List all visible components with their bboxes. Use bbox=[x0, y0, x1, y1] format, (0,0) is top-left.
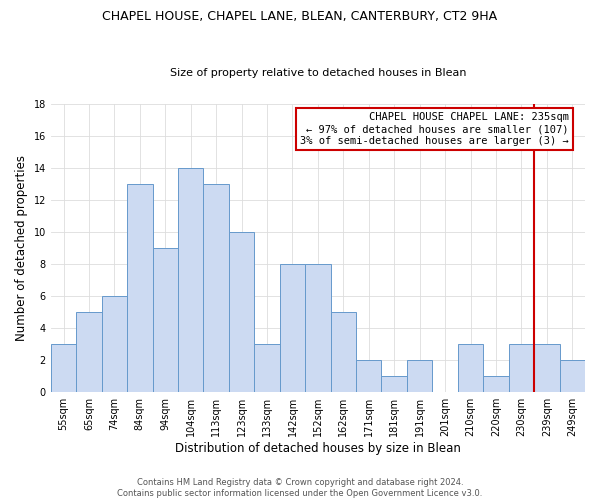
Bar bbox=[458, 344, 483, 392]
Bar bbox=[127, 184, 152, 392]
Bar bbox=[280, 264, 305, 392]
Bar bbox=[76, 312, 101, 392]
Bar bbox=[254, 344, 280, 392]
Text: Contains HM Land Registry data © Crown copyright and database right 2024.
Contai: Contains HM Land Registry data © Crown c… bbox=[118, 478, 482, 498]
Y-axis label: Number of detached properties: Number of detached properties bbox=[15, 155, 28, 341]
Bar bbox=[178, 168, 203, 392]
Text: CHAPEL HOUSE, CHAPEL LANE, BLEAN, CANTERBURY, CT2 9HA: CHAPEL HOUSE, CHAPEL LANE, BLEAN, CANTER… bbox=[103, 10, 497, 23]
Bar bbox=[305, 264, 331, 392]
Bar bbox=[331, 312, 356, 392]
Bar bbox=[483, 376, 509, 392]
Bar bbox=[382, 376, 407, 392]
X-axis label: Distribution of detached houses by size in Blean: Distribution of detached houses by size … bbox=[175, 442, 461, 455]
Bar bbox=[229, 232, 254, 392]
Bar bbox=[534, 344, 560, 392]
Bar bbox=[407, 360, 433, 392]
Bar bbox=[51, 344, 76, 392]
Text: CHAPEL HOUSE CHAPEL LANE: 235sqm
← 97% of detached houses are smaller (107)
3% o: CHAPEL HOUSE CHAPEL LANE: 235sqm ← 97% o… bbox=[300, 112, 569, 146]
Bar bbox=[356, 360, 382, 392]
Bar bbox=[560, 360, 585, 392]
Bar bbox=[152, 248, 178, 392]
Bar bbox=[509, 344, 534, 392]
Bar bbox=[203, 184, 229, 392]
Title: Size of property relative to detached houses in Blean: Size of property relative to detached ho… bbox=[170, 68, 466, 78]
Bar bbox=[101, 296, 127, 392]
